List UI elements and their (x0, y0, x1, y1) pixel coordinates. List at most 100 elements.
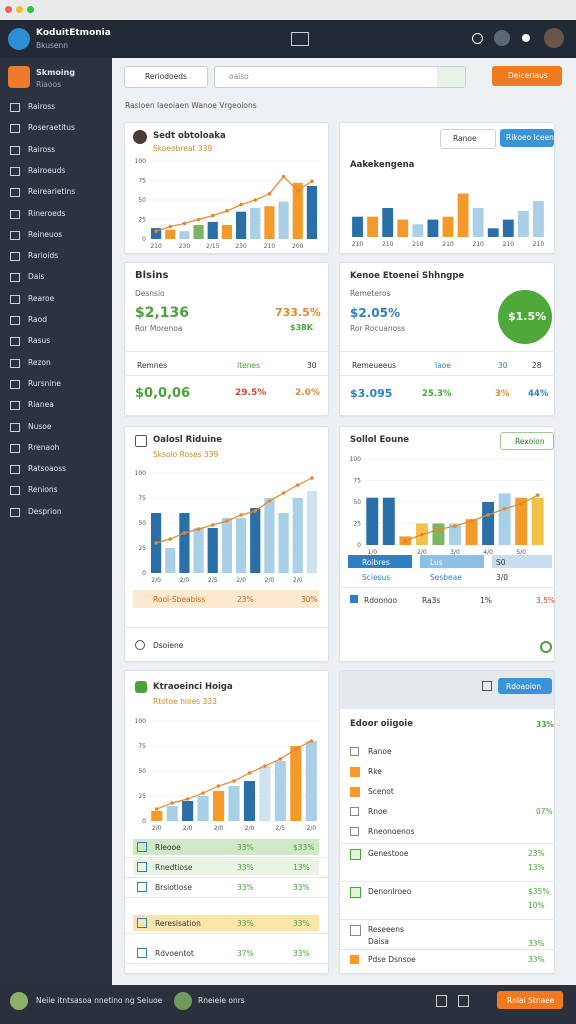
nav-icon[interactable] (10, 145, 20, 155)
dropdown[interactable]: Ranoe (440, 129, 496, 149)
search-box[interactable]: oaiso (214, 66, 466, 88)
checkbox[interactable] (137, 918, 147, 928)
nav-icon[interactable] (10, 124, 20, 134)
minimize[interactable] (16, 6, 23, 13)
y-tick-label: 25 (138, 217, 146, 224)
nav-item[interactable]: Rrenaoh (28, 442, 60, 452)
nav-icon[interactable] (10, 422, 20, 432)
nav-item[interactable]: Renions (28, 485, 58, 495)
nav-icon[interactable] (10, 103, 20, 112)
nav-icon[interactable] (10, 294, 20, 304)
bar (165, 229, 176, 239)
nav-item[interactable]: Raod (28, 315, 47, 324)
nav-icon[interactable] (10, 486, 20, 496)
button[interactable]: Rexoion (500, 432, 554, 450)
nav-icon[interactable] (10, 166, 20, 176)
bar (397, 219, 409, 237)
notifications[interactable] (522, 34, 530, 42)
trend-point (201, 791, 205, 795)
bar (235, 211, 247, 239)
maximize[interactable] (27, 6, 34, 13)
icon[interactable] (458, 995, 469, 1007)
chart-card: Sollol Eoune Rexoion 0 25 50 75 100 1/0 2/0 3/0… (339, 426, 555, 662)
link[interactable]: Dsoiene (153, 641, 184, 650)
x-tick-label: 2/0 (152, 825, 162, 832)
icon[interactable] (540, 641, 552, 653)
x-tick-label: 2/0 (293, 577, 303, 584)
nav-icon[interactable] (10, 358, 20, 368)
settings-icon[interactable] (472, 33, 483, 44)
nav-item[interactable]: Rianea (28, 400, 54, 410)
nav-icon[interactable] (10, 443, 20, 453)
checkbox[interactable] (350, 849, 361, 860)
nav-icon[interactable] (10, 252, 20, 262)
x-tick-label: 200 (292, 243, 304, 250)
trend-point (216, 784, 221, 788)
nav-icon[interactable] (10, 337, 20, 347)
nav-item[interactable]: Rasus (28, 336, 51, 346)
action-button[interactable]: Deiceriaus (492, 66, 562, 86)
user-avatar[interactable] (544, 28, 564, 48)
nav-item[interactable]: Rezon (28, 357, 51, 367)
close[interactable] (5, 6, 12, 13)
y-tick-label: 75 (138, 743, 146, 750)
nav-item[interactable]: Rursnine (28, 378, 61, 388)
bar (412, 224, 424, 237)
stats-card: Kenoe Etoenei Shhngpe Remeteros $2.05% R… (339, 262, 555, 416)
checkbox[interactable] (350, 955, 359, 964)
checkbox[interactable] (350, 887, 361, 898)
checkbox[interactable] (137, 862, 147, 872)
cell: Roibres (362, 558, 390, 567)
checkbox[interactable] (137, 842, 147, 852)
x-tick-label: 210 (533, 241, 545, 248)
nav-item[interactable]: Ratsoaoss (28, 464, 67, 474)
brand-icon (8, 66, 30, 88)
x-tick-label: 230 (179, 243, 191, 250)
nav-icon[interactable] (10, 507, 20, 517)
footer-button[interactable]: Rniai Stnaee (497, 991, 563, 1009)
search-icon[interactable] (437, 67, 465, 87)
avatar[interactable] (494, 30, 510, 46)
nav-item[interactable]: Desprion (28, 506, 62, 516)
nav-icon[interactable] (10, 465, 20, 475)
nav-item[interactable]: Roseraetitus (28, 123, 75, 133)
avatar (133, 130, 147, 144)
nav-item[interactable]: Rineroeds (28, 208, 66, 218)
nav-icon[interactable] (10, 273, 20, 283)
x-tick-label: 210 (150, 243, 162, 250)
nav-icon[interactable] (10, 379, 20, 389)
trend-point (281, 174, 286, 179)
nav-item[interactable]: Rarioids (28, 251, 59, 261)
badge: $1.5% (498, 290, 552, 344)
x-tick-label: 210 (264, 243, 276, 250)
x-tick-label: 2/0 (180, 577, 190, 584)
filter-button[interactable]: Reriodoeds (124, 66, 208, 88)
button[interactable]: Rdoaoion (498, 678, 552, 694)
nav-icon[interactable] (10, 316, 20, 325)
nav-item[interactable]: Raiross (28, 144, 56, 154)
nav-item[interactable]: Reirearietins (28, 187, 76, 197)
nav-icon[interactable] (10, 401, 20, 411)
nav-icon[interactable] (10, 209, 20, 219)
logo[interactable] (8, 28, 30, 50)
icon[interactable] (436, 995, 447, 1007)
nav-icon[interactable] (10, 230, 20, 240)
checkbox[interactable] (137, 948, 147, 958)
cell: 3/0 (496, 573, 509, 582)
nav-item[interactable]: Reineuos (28, 229, 63, 239)
nav-item[interactable]: Nusoe (28, 421, 52, 431)
nav-item[interactable]: Raiross (28, 102, 56, 111)
nav-icon[interactable] (10, 188, 20, 198)
checkbox[interactable] (137, 882, 147, 892)
y-tick-label: 0 (142, 818, 146, 825)
icon[interactable] (482, 681, 492, 691)
button[interactable]: Rikoeo Iceen (500, 129, 554, 147)
bar (259, 766, 271, 821)
nav-item[interactable]: Dais (28, 272, 45, 282)
bar (305, 741, 317, 821)
checkbox[interactable] (350, 925, 361, 936)
nav-item[interactable]: Rearoe (28, 293, 55, 303)
nav-item[interactable]: Rairoeuds (28, 165, 66, 175)
menu-icon[interactable] (291, 32, 309, 46)
